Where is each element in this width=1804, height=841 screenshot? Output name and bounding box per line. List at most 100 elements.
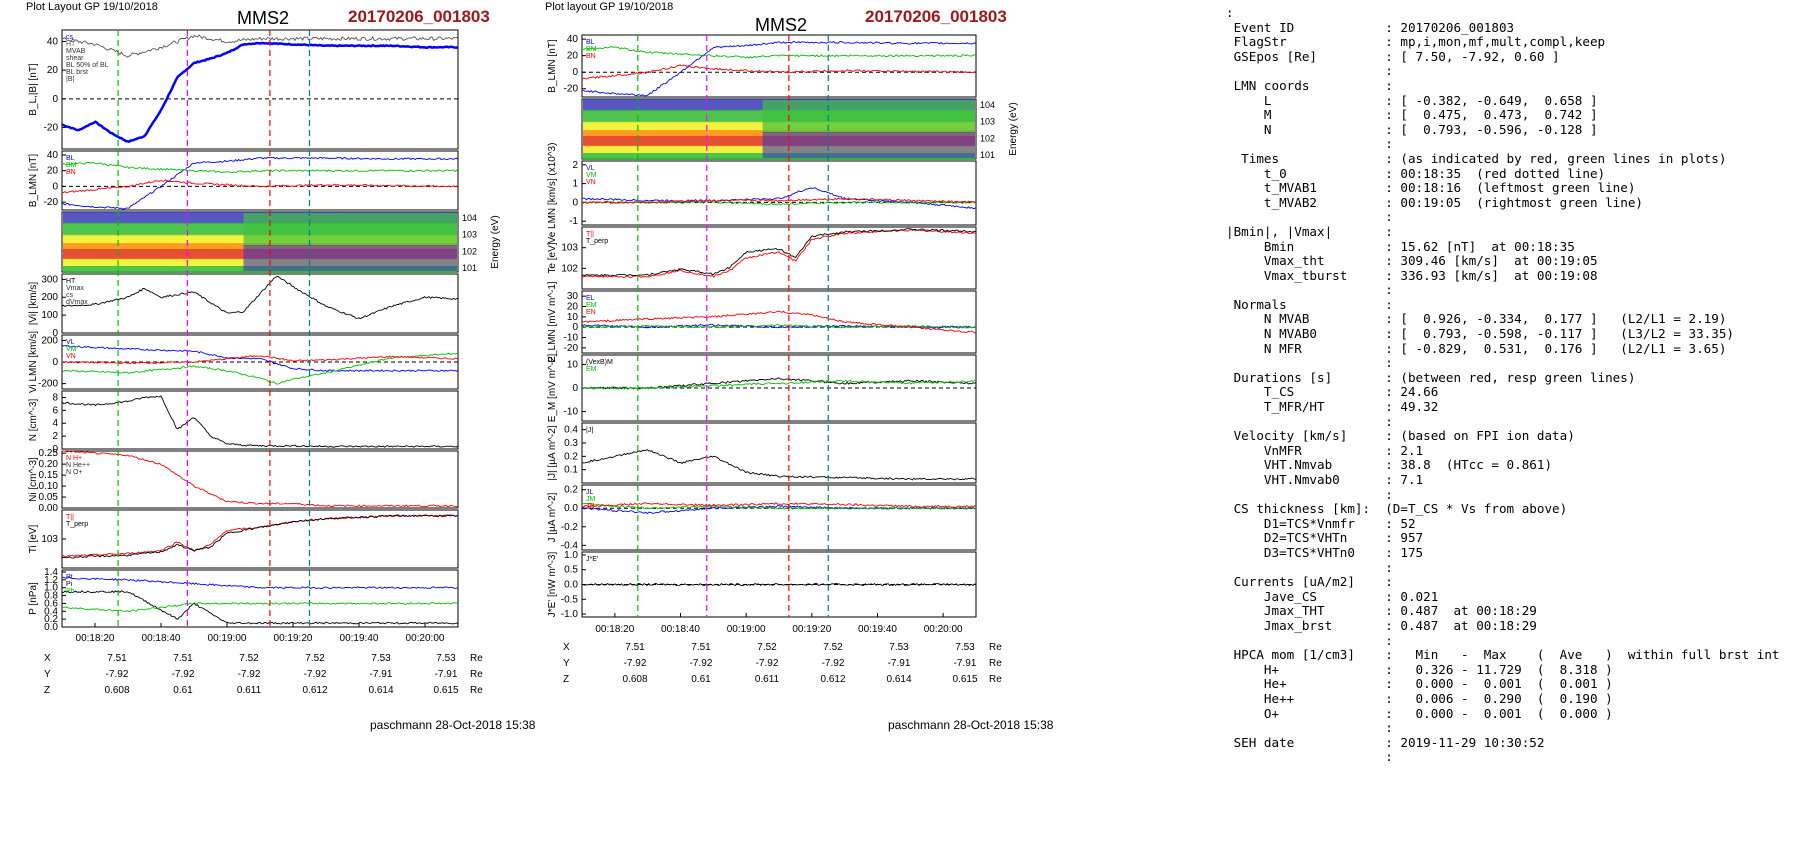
- summary-line: Jave_CS : 0.021: [1226, 588, 1439, 604]
- summary-line: |Bmin|, |Vmax| :: [1226, 223, 1393, 239]
- time-tick-label: 00:18:20: [76, 633, 115, 644]
- y-tick-label: -10: [564, 333, 579, 344]
- series-line: [581, 379, 977, 390]
- spacecraft-title-left: MMS2: [237, 8, 290, 28]
- ephemeris-value: -7.91: [435, 669, 458, 680]
- series-line: [581, 41, 977, 97]
- ephemeris-value: 7.51: [107, 653, 127, 664]
- panel-frame: [61, 390, 459, 450]
- legend-entry: BL: [66, 155, 75, 162]
- spectrogram-band: [243, 213, 457, 246]
- ephemeris-value: 0.608: [622, 674, 647, 685]
- summary-line: FlagStr : mp,i,mon,mf,mult,compl,keep: [1226, 34, 1606, 50]
- panel-frame: [581, 484, 977, 551]
- summary-line: Durations [s] : (between red, resp green…: [1226, 369, 1636, 385]
- ephemeris-value: 7.51: [625, 642, 645, 653]
- spectrogram-band: [243, 245, 457, 271]
- legend-entry: EM: [586, 366, 597, 373]
- ephemeris-unit: Re: [989, 674, 1002, 685]
- energy-tick-label: 101: [980, 150, 995, 160]
- series-line: [61, 355, 459, 365]
- series-line: [61, 514, 459, 559]
- time-tick-label: 00:19:40: [858, 624, 897, 635]
- y-tick-label: 102: [561, 263, 578, 274]
- y-tick-label: -20: [564, 84, 579, 95]
- summary-line: :: [1226, 559, 1393, 575]
- y-tick-label: 1.2: [44, 575, 58, 586]
- y-tick-label: 0.05: [39, 492, 59, 503]
- y-tick-label: 0.15: [39, 470, 59, 481]
- series-line: [61, 352, 459, 385]
- y-tick-label: 0.10: [39, 481, 59, 492]
- summary-line: H+ : 0.326 - 11.729 ( 8.318 ): [1226, 661, 1613, 677]
- series-line: [581, 502, 977, 510]
- energy-tick-label: 103: [980, 117, 995, 127]
- panel-ylabel: B_LMN [nT]: [547, 39, 558, 93]
- panel-frame: [61, 509, 459, 569]
- series-line: [61, 34, 459, 58]
- summary-line: CS thickness [km]: (D=T_CS * Vs from abo…: [1226, 501, 1568, 517]
- legend-entry: T||: [586, 231, 594, 238]
- time-tick-label: 00:18:40: [142, 633, 181, 644]
- summary-line: Vmax_tht : 309.46 [km/s] at 00:19:05: [1226, 253, 1598, 269]
- panel-ylabel: P [nPa]: [28, 582, 39, 615]
- ephemeris-value: 0.612: [302, 685, 327, 696]
- y-tick-label: 1.0: [564, 550, 578, 561]
- y-tick-label: 30: [567, 291, 579, 302]
- ephemeris-unit: Re: [470, 669, 483, 680]
- legend-entry: N H+: [66, 455, 82, 462]
- series-line: [61, 602, 458, 613]
- legend-entry: Vmax: [66, 285, 84, 292]
- y-tick-label: -20: [44, 197, 59, 208]
- legend-entry: BN: [66, 169, 76, 176]
- y-tick-label: 10: [567, 312, 579, 323]
- panel-ylabel: |J| [µA m^-2]: [547, 425, 558, 480]
- summary-line: He++ : 0.006 - 0.290 ( 0.190 ): [1226, 690, 1613, 706]
- summary-line: VHT.Nmvab : 38.8 (HTcc = 0.861): [1226, 457, 1553, 473]
- y-tick-label: 2: [572, 160, 578, 171]
- panel-frame: [581, 160, 977, 226]
- legend-entry: N He++: [66, 462, 90, 469]
- y-tick-label: 4: [52, 418, 58, 429]
- series-line: [581, 323, 977, 329]
- ephemeris-value: 7.51: [173, 653, 193, 664]
- ephemeris-unit: Re: [989, 642, 1002, 653]
- y-tick-label: 40: [47, 36, 59, 47]
- legend-entry: VM: [66, 346, 77, 353]
- summary-line: :: [1226, 209, 1393, 225]
- y-tick-label: 0.4: [44, 606, 58, 617]
- panel-ylabel: B_L,|B| [nT]: [28, 63, 39, 116]
- panel-ylabel: J [µA m^-2]: [547, 492, 558, 542]
- y-tick-label: 0.20: [39, 459, 59, 470]
- summary-line: :: [1226, 632, 1393, 648]
- ephemeris-value: 7.53: [955, 642, 975, 653]
- ephemeris-value: 0.614: [368, 685, 393, 696]
- series-line: [581, 64, 977, 80]
- ephemeris-value: 7.52: [757, 642, 777, 653]
- y-tick-label: 20: [567, 302, 579, 313]
- series-line: [61, 41, 459, 144]
- summary-line: t_MVAB1 : 00:18:16 (leftmost green line): [1226, 180, 1636, 196]
- panel-ylabel: E_M [mV m^-2]: [547, 353, 558, 422]
- energy-tick-label: 101: [462, 263, 477, 273]
- legend-entry: Pi: [66, 581, 73, 588]
- energy-tick-label: 102: [980, 133, 995, 143]
- legend-entry: (VexB)M: [586, 359, 613, 366]
- ephemeris-label: X: [563, 642, 570, 653]
- y-tick-label: 20: [47, 166, 59, 177]
- series-line: [61, 276, 459, 320]
- series-line: [61, 576, 459, 590]
- y-tick-label: 300: [41, 274, 58, 285]
- panel-frame: [61, 450, 459, 509]
- summary-line: VnMFR : 2.1: [1226, 442, 1424, 458]
- ephemeris-value: 0.61: [173, 685, 193, 696]
- y-tick-label: -0.2: [561, 522, 579, 533]
- legend-entry: BN: [586, 53, 596, 60]
- chart-panel: 10 0 -10 E_M [mV m^-2] (VexB)MEM: [547, 353, 977, 422]
